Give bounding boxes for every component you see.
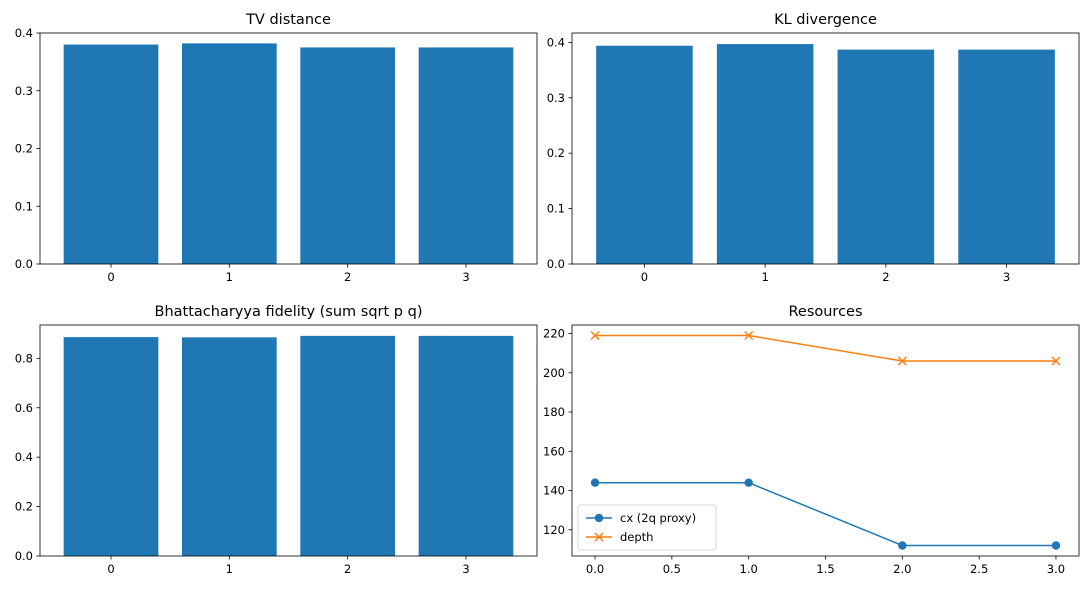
x-tick-label: 0.5 xyxy=(663,562,681,576)
resources-chart: Resources 120 140 160 180 200 220 0.0 0.5 1.0 1.5 2… xyxy=(543,304,1080,576)
y-tick-label: 0.4 xyxy=(15,26,33,40)
bar xyxy=(182,43,277,264)
y-tick-label: 140 xyxy=(543,484,565,498)
y-tick-label: 0.2 xyxy=(15,142,33,156)
x-tick-label: 2 xyxy=(344,270,351,284)
data-point xyxy=(744,330,754,341)
y-tick-label: 0.4 xyxy=(547,35,565,49)
y-tick-label: 200 xyxy=(543,366,565,380)
bar xyxy=(63,337,159,556)
data-point xyxy=(594,532,604,542)
x-tick-label: 1 xyxy=(226,270,233,284)
series-line xyxy=(595,481,1056,547)
y-tick-label: 0.3 xyxy=(547,91,565,105)
x-tick-label: 3 xyxy=(462,562,469,576)
chart-title: TV distance xyxy=(245,12,331,28)
data-point xyxy=(590,478,600,487)
bar xyxy=(596,45,693,264)
tv-distance-chart: TV distance 0.0 0.1 0.2 0.3 0.4 0 1 2 3 xyxy=(15,12,538,284)
y-tick-label: 0.2 xyxy=(15,500,33,514)
x-tick-label: 3 xyxy=(462,270,469,284)
bar xyxy=(182,337,277,556)
data-point xyxy=(1051,356,1061,366)
y-tick-label: 0.0 xyxy=(547,257,565,271)
x-tick-label: 0 xyxy=(641,270,648,284)
bar xyxy=(63,44,159,264)
bar xyxy=(716,44,814,265)
x-tick-label: 2.5 xyxy=(970,562,988,576)
chart-title: Bhattacharyya fidelity (sum sqrt p q) xyxy=(155,304,423,320)
y-tick-label: 0.0 xyxy=(15,257,33,271)
data-point xyxy=(1051,541,1061,550)
y-tick-label: 0.2 xyxy=(547,146,565,160)
x-tick-label: 0.0 xyxy=(586,562,604,576)
y-tick-label: 120 xyxy=(543,523,565,537)
bar xyxy=(837,49,935,264)
x-tick-label: 0 xyxy=(107,562,114,576)
y-tick-label: 0.4 xyxy=(15,450,33,464)
chart-title: Resources xyxy=(788,304,862,320)
legend-entry: depth xyxy=(620,530,653,544)
bar xyxy=(300,335,395,556)
legend-entry: cx (2q proxy) xyxy=(620,511,696,525)
legend-box xyxy=(577,504,717,551)
data-point xyxy=(594,513,604,523)
y-tick-label: 160 xyxy=(543,444,565,458)
axes-frame xyxy=(571,32,1080,265)
data-point xyxy=(590,330,600,341)
bar xyxy=(958,49,1055,264)
x-tick-label: 2.0 xyxy=(893,562,911,576)
series-line xyxy=(595,334,1056,362)
y-tick-label: 0.3 xyxy=(15,84,33,98)
x-tick-label: 2 xyxy=(344,562,351,576)
data-point xyxy=(744,478,753,487)
x-tick-label: 1.0 xyxy=(740,562,758,576)
x-tick-label: 3.0 xyxy=(1047,562,1065,576)
y-tick-label: 220 xyxy=(543,327,565,341)
axes-frame xyxy=(39,324,538,557)
y-tick-label: 0.0 xyxy=(15,549,33,563)
y-tick-label: 0.8 xyxy=(15,351,33,365)
bar xyxy=(300,47,395,264)
y-tick-label: 0.6 xyxy=(15,401,33,415)
x-tick-label: 1.5 xyxy=(816,562,834,576)
y-tick-label: 0.1 xyxy=(15,199,33,213)
data-point xyxy=(897,356,907,366)
x-tick-label: 2 xyxy=(882,270,889,284)
data-point xyxy=(898,541,907,550)
bar xyxy=(418,335,514,556)
y-tick-label: 180 xyxy=(543,405,565,419)
legend: cx (2q proxy) depth xyxy=(577,504,717,551)
x-tick-label: 1 xyxy=(226,562,233,576)
kl-divergence-chart: KL divergence 0.0 0.1 0.2 0.3 0.4 0 1 2 3 xyxy=(547,12,1080,284)
x-tick-label: 3 xyxy=(1003,270,1010,284)
bar xyxy=(418,47,514,264)
bhattacharyya-fidelity-chart: Bhattacharyya fidelity (sum sqrt p q) 0.0… xyxy=(15,304,538,576)
x-tick-label: 0 xyxy=(107,270,114,284)
y-tick-label: 0.1 xyxy=(547,202,565,216)
x-tick-label: 1 xyxy=(761,270,768,284)
chart-title: KL divergence xyxy=(774,12,877,28)
